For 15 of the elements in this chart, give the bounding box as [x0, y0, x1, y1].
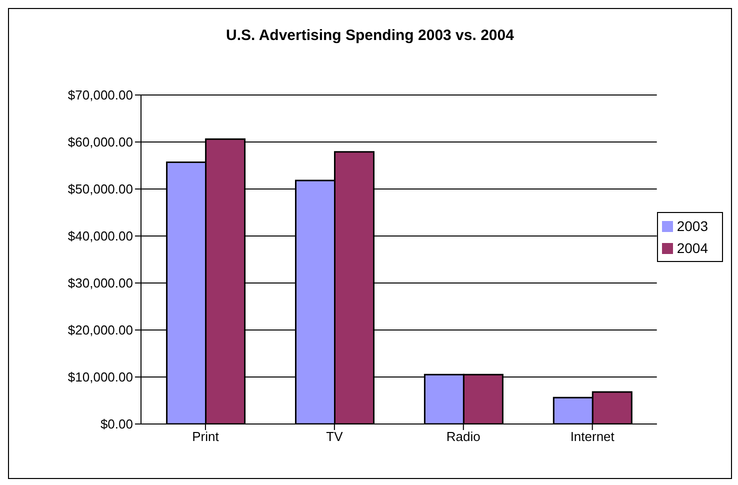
x-tick-label: Print: [192, 429, 220, 444]
x-tick-label: Internet: [570, 429, 615, 444]
y-tick-label: $60,000.00: [68, 134, 133, 150]
y-tick-label: $70,000.00: [68, 88, 133, 103]
legend-label: 2003: [676, 218, 708, 234]
y-tick-label: $10,000.00: [68, 370, 133, 385]
y-tick-label: $0.00: [100, 416, 133, 432]
y-tick-label: $50,000.00: [68, 182, 133, 197]
x-tick-label: Radio: [446, 429, 480, 444]
x-tick-label: TV: [326, 429, 344, 444]
chart-title: U.S. Advertising Spending 2003 vs. 2004: [225, 27, 515, 44]
y-tick-label: $30,000.00: [68, 276, 133, 291]
legend-label: 2004: [676, 240, 708, 256]
y-tick-label: $40,000.00: [68, 228, 133, 244]
y-tick-label: $20,000.00: [68, 322, 133, 338]
